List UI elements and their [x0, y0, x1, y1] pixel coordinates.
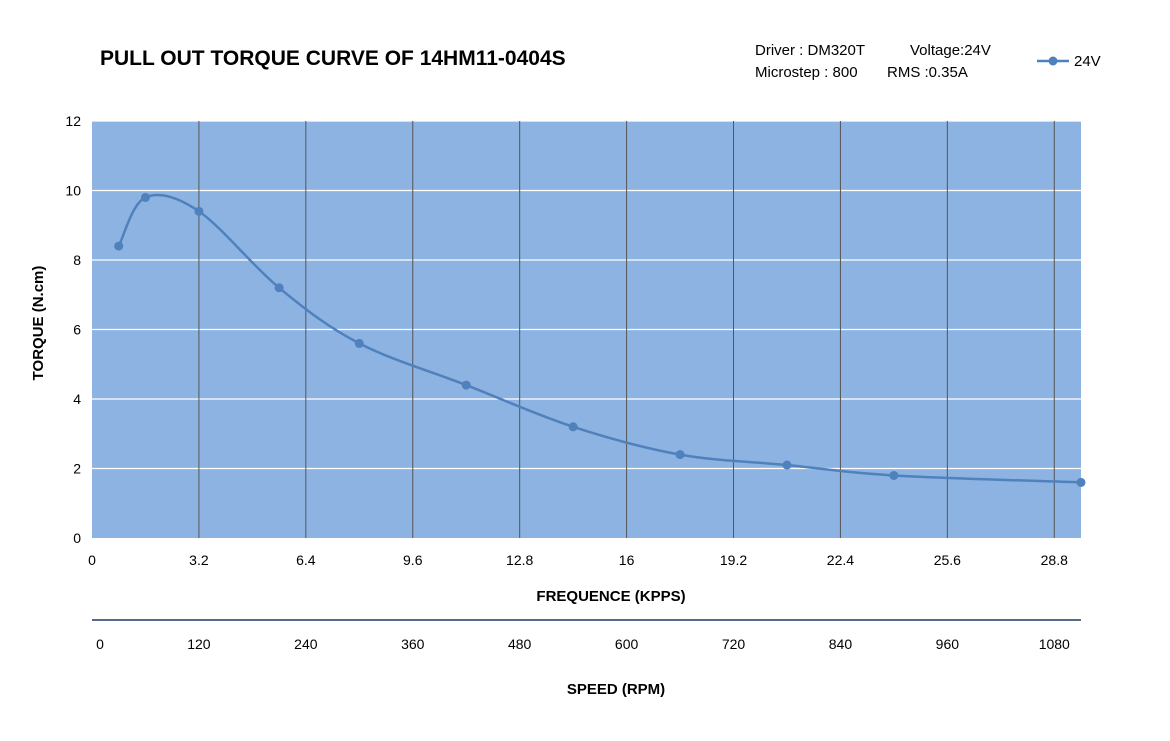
rms-info: RMS :0.35A: [887, 64, 968, 81]
x-tick-label: 9.6: [403, 552, 423, 568]
y-tick-label: 2: [73, 461, 81, 477]
x-tick-labels: 0 3.2 6.4 9.6 12.8 16 19.2 22.4 25.6 28.8: [88, 552, 1068, 568]
x-tick-label: 12.8: [506, 552, 533, 568]
speed-tick-label: 480: [508, 636, 532, 652]
x-tick-label: 6.4: [296, 552, 316, 568]
series-24v: [114, 192, 1086, 487]
x-tick-label: 16: [619, 552, 635, 568]
data-point: [1076, 477, 1086, 487]
voltage-info: Voltage:24V: [910, 42, 991, 59]
data-point: [675, 450, 685, 460]
legend: 24V: [1037, 53, 1101, 70]
y-tick-labels: 0 2 4 6 8 10 12: [65, 113, 81, 546]
speed-tick-label: 840: [829, 636, 853, 652]
data-point: [889, 470, 899, 480]
x-tick-label: 22.4: [827, 552, 854, 568]
y-tick-label: 6: [73, 322, 81, 338]
y-axis-label: TORQUE (N.cm): [30, 266, 47, 381]
data-point: [194, 206, 204, 216]
data-point: [140, 192, 150, 202]
chart-title: PULL OUT TORQUE CURVE OF 14HM11-0404S: [100, 47, 566, 70]
y-tick-label: 4: [73, 391, 81, 407]
y-tick-label: 10: [65, 183, 81, 199]
horizontal-gridlines: [92, 120, 1081, 470]
speed-tick-label: 120: [187, 636, 211, 652]
data-point: [461, 380, 471, 390]
speed-tick-label: 0: [96, 636, 104, 652]
data-point: [274, 283, 284, 293]
legend-marker-icon: [1048, 56, 1058, 66]
speed-tick-labels: 0 120 240 360 480 600 720 840 960 1080: [96, 636, 1070, 652]
legend-label: 24V: [1074, 53, 1101, 70]
speed-tick-label: 600: [615, 636, 639, 652]
x-tick-label: 25.6: [934, 552, 961, 568]
data-point: [568, 422, 578, 432]
speed-tick-label: 720: [722, 636, 746, 652]
x-tick-label: 28.8: [1041, 552, 1068, 568]
speed-tick-label: 1080: [1039, 636, 1070, 652]
y-tick-label: 0: [73, 530, 81, 546]
data-point: [354, 338, 364, 348]
vertical-gridlines: [198, 121, 1055, 538]
data-point: [782, 460, 792, 470]
data-point: [114, 241, 124, 251]
x-axis-label: FREQUENCE (KPPS): [536, 588, 685, 605]
microstep-info: Microstep : 800: [755, 64, 858, 81]
y-tick-label: 8: [73, 252, 81, 268]
x-tick-label: 3.2: [189, 552, 209, 568]
x-tick-label: 0: [88, 552, 96, 568]
speed-axis-label: SPEED (RPM): [567, 681, 665, 698]
x-tick-label: 19.2: [720, 552, 747, 568]
driver-info: Driver : DM320T: [755, 42, 865, 59]
speed-tick-label: 240: [294, 636, 318, 652]
y-tick-label: 12: [65, 113, 81, 129]
speed-tick-label: 360: [401, 636, 425, 652]
speed-tick-label: 960: [936, 636, 960, 652]
